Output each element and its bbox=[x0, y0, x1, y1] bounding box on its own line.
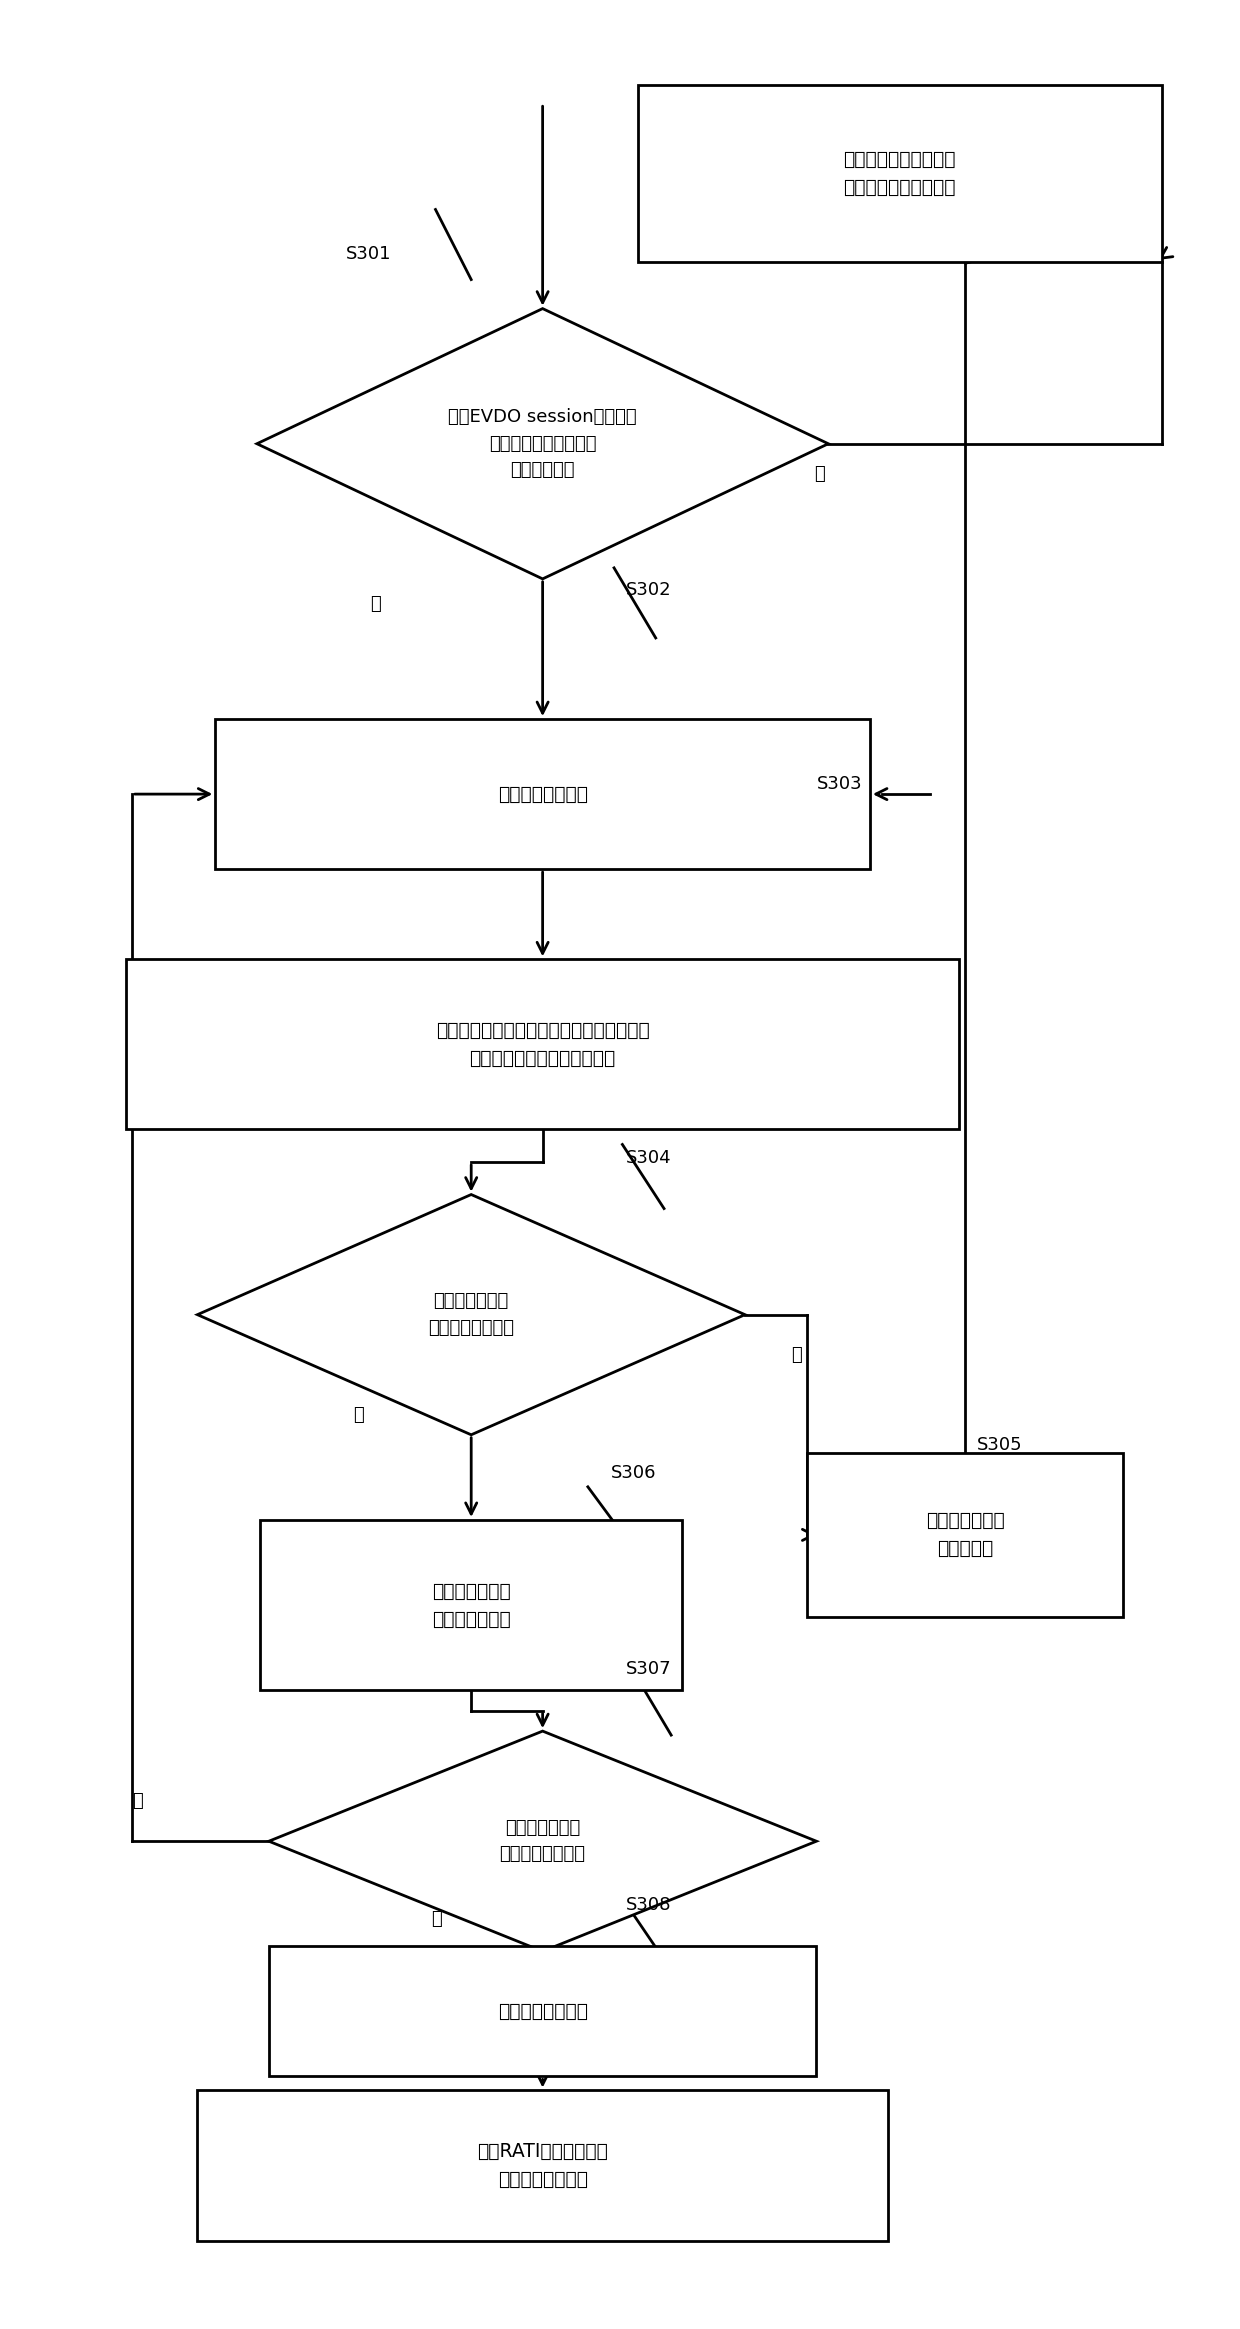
Text: 否: 否 bbox=[133, 1793, 144, 1810]
Text: S302: S302 bbox=[626, 580, 672, 599]
Text: S301: S301 bbox=[346, 245, 392, 263]
Text: 否: 否 bbox=[815, 466, 826, 482]
Text: 判断计算值是否
大于等于预设阈值: 判断计算值是否 大于等于预设阈值 bbox=[500, 1819, 585, 1863]
Text: S304: S304 bbox=[626, 1151, 672, 1167]
Text: 判断EVDO session（会话）
是否处于关闭状态或者
初始化过程中: 判断EVDO session（会话） 是否处于关闭状态或者 初始化过程中 bbox=[449, 408, 637, 480]
Bar bbox=[126, 960, 960, 1130]
Text: S303: S303 bbox=[816, 776, 862, 794]
Bar bbox=[807, 1453, 1123, 1616]
Bar bbox=[269, 1947, 816, 2077]
Text: 获取扇区参数消息: 获取扇区参数消息 bbox=[497, 785, 588, 804]
Text: 生成新的会话种子: 生成新的会话种子 bbox=[497, 2003, 588, 2022]
Text: 是: 是 bbox=[791, 1346, 801, 1365]
Polygon shape bbox=[269, 1730, 816, 1952]
Text: 发送关闭会话的通知消
息给网络侧，关闭会话: 发送关闭会话的通知消 息给网络侧，关闭会话 bbox=[843, 149, 956, 198]
Text: 是: 是 bbox=[432, 1910, 441, 1928]
Bar bbox=[216, 720, 870, 869]
Text: 根据扇区参数消息中的频点数量、会话种子
及不相干参数，获得期望频点: 根据扇区参数消息中的频点数量、会话种子 及不相干参数，获得期望频点 bbox=[435, 1020, 650, 1069]
Text: S307: S307 bbox=[626, 1661, 672, 1677]
Text: 否: 否 bbox=[352, 1407, 363, 1423]
Bar bbox=[637, 86, 1162, 261]
Text: 通过RATI过程发送新的
会话种子给网络侧: 通过RATI过程发送新的 会话种子给网络侧 bbox=[477, 2143, 608, 2189]
Bar bbox=[197, 2091, 888, 2240]
Bar bbox=[260, 1521, 682, 1691]
Polygon shape bbox=[197, 1195, 745, 1435]
Text: 将监听频点切换
为期望频点: 将监听频点切换 为期望频点 bbox=[926, 1512, 1004, 1558]
Text: S308: S308 bbox=[626, 1896, 671, 1914]
Polygon shape bbox=[257, 307, 828, 580]
Text: S305: S305 bbox=[977, 1435, 1023, 1453]
Text: S306: S306 bbox=[610, 1465, 656, 1481]
Text: 是: 是 bbox=[371, 594, 382, 613]
Text: 判断期望频点与
当前频点是否相同: 判断期望频点与 当前频点是否相同 bbox=[428, 1293, 515, 1337]
Text: 记录哈希计算次
数的计数器加一: 记录哈希计算次 数的计数器加一 bbox=[432, 1581, 511, 1628]
